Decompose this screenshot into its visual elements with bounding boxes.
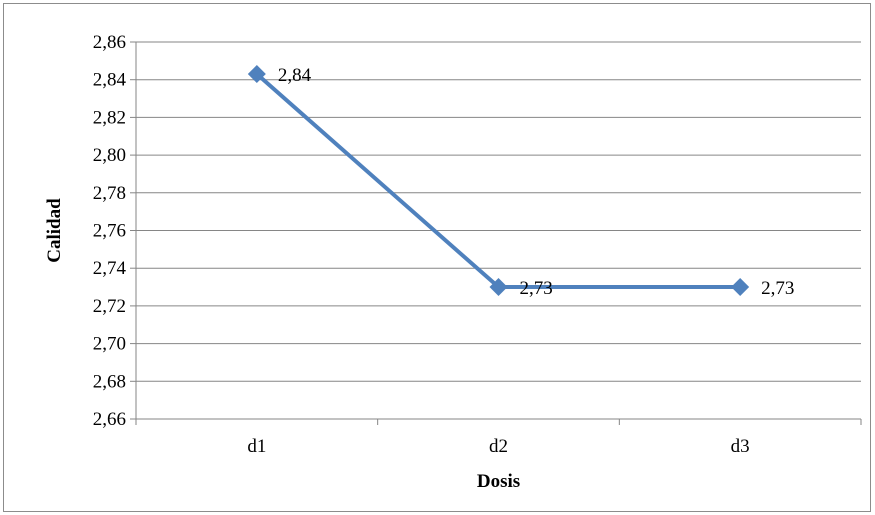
y-tick-label: 2,76 xyxy=(93,221,126,242)
data-point-marker xyxy=(731,278,750,297)
y-tick-label: 2,86 xyxy=(93,32,126,53)
x-tick-label: d1 xyxy=(247,436,266,457)
y-tick-label: 2,78 xyxy=(93,183,126,204)
y-tick-label: 2,74 xyxy=(93,258,127,279)
y-tick-labels: 2,66 2,68 2,70 2,72 2,74 2,76 2,78 2,80 2,82 2,84… xyxy=(93,32,127,430)
y-tick-label: 2,82 xyxy=(93,107,126,128)
y-tick-label: 2,80 xyxy=(93,145,126,166)
x-tick-label: d2 xyxy=(489,436,508,457)
y-tick-label: 2,70 xyxy=(93,334,126,355)
series-line xyxy=(255,72,741,290)
x-axis-title: Dosis xyxy=(477,471,520,492)
y-tick-label: 2,84 xyxy=(93,70,127,91)
y-axis-title: Calidad xyxy=(44,198,65,263)
data-point-marker xyxy=(489,278,508,297)
y-tick-label: 2,68 xyxy=(93,371,126,392)
grid-lines xyxy=(136,41,861,382)
data-point-marker xyxy=(247,65,266,84)
x-tick-label: d3 xyxy=(731,436,750,457)
data-labels: 2,84 2,73 2,73 xyxy=(278,65,795,299)
data-label: 2,73 xyxy=(520,278,553,299)
series-markers xyxy=(247,65,750,297)
chart-frame xyxy=(3,3,871,512)
axes xyxy=(130,41,862,425)
data-label: 2,73 xyxy=(761,278,794,299)
y-tick-label: 2,66 xyxy=(93,409,126,430)
series-line-path xyxy=(255,72,741,290)
data-label: 2,84 xyxy=(278,65,312,86)
x-tick-labels: d1 d2 d3 xyxy=(247,436,749,457)
y-tick-label: 2,72 xyxy=(93,296,126,317)
